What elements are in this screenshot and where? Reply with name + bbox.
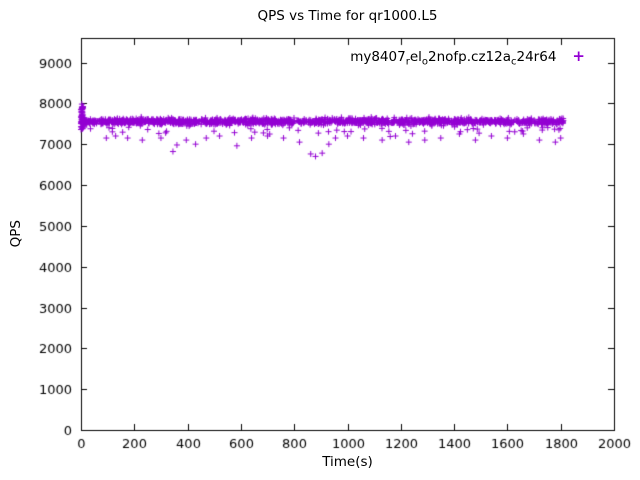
legend: my8407relo2nofp.cz12ac24r64 + xyxy=(350,49,585,68)
x-axis-label: Time(s) xyxy=(322,454,373,470)
y-axis-label: QPS xyxy=(8,220,24,248)
plus-marker-icon: + xyxy=(572,47,585,65)
y-axis-label-wrap: QPS xyxy=(6,38,26,430)
chart-title: QPS vs Time for qr1000.L5 xyxy=(257,8,438,24)
legend-label: my8407relo2nofp.cz12ac24r64 xyxy=(350,49,557,68)
